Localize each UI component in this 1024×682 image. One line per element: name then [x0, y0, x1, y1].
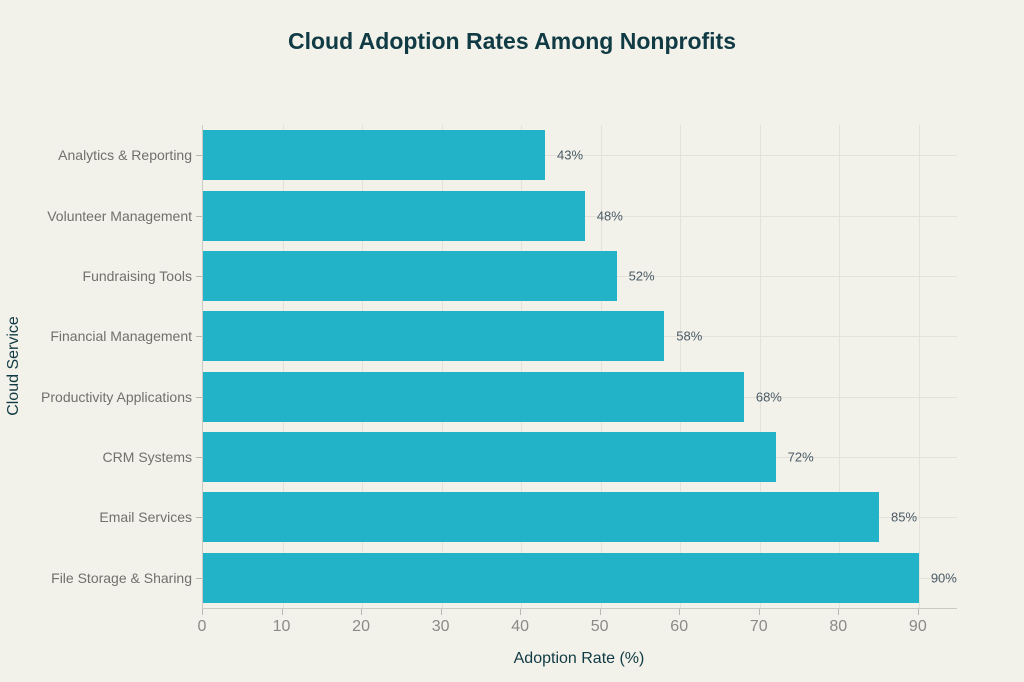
x-tick-mark [758, 609, 760, 615]
gridline-vertical [600, 125, 602, 608]
gridline-vertical [282, 125, 284, 608]
y-tick-mark [196, 396, 202, 398]
bar [203, 250, 617, 301]
x-tick-mark [599, 609, 601, 615]
category-label: Analytics & Reporting [58, 147, 192, 164]
x-tick-label: 80 [829, 618, 848, 635]
chart-title: Cloud Adoption Rates Among Nonprofits [287, 28, 737, 54]
category-label: CRM Systems [102, 449, 192, 466]
gridline-vertical [839, 125, 841, 608]
x-tick-mark [202, 609, 203, 615]
bar [203, 190, 585, 241]
bar-value-label: 90% [930, 570, 957, 586]
x-tick-label: 0 [197, 618, 207, 635]
x-tick-mark [520, 609, 522, 615]
category-label: Fundraising Tools [82, 267, 192, 284]
x-tick-mark [917, 609, 919, 615]
category-label: File Storage & Sharing [51, 569, 192, 586]
bar [203, 311, 665, 362]
x-axis-title: Adoption Rate (%) [513, 650, 645, 667]
gridline-horizontal [203, 155, 957, 157]
y-tick-mark [196, 517, 202, 519]
bar-value-label: 68% [755, 389, 782, 405]
gridline-vertical [362, 125, 364, 608]
category-label: Productivity Applications [41, 388, 192, 405]
y-tick-mark [196, 457, 202, 459]
bar-value-label: 58% [676, 328, 703, 344]
x-tick-label: 10 [272, 618, 291, 635]
x-tick-label: 20 [352, 618, 370, 635]
x-tick-label: 30 [431, 618, 450, 635]
x-tick-mark [838, 609, 840, 615]
y-tick-mark [196, 155, 202, 157]
y-tick-mark [196, 336, 202, 338]
x-tick-label: 90 [908, 618, 927, 635]
bar-value-label: 48% [596, 208, 623, 224]
bar-value-label: 85% [891, 509, 918, 525]
bar-value-label: 52% [628, 268, 655, 284]
category-label: Financial Management [50, 328, 192, 345]
gridline-vertical [680, 125, 682, 608]
bar [203, 130, 545, 181]
x-tick-mark [281, 609, 283, 615]
bar-value-label: 43% [557, 147, 584, 163]
bar [203, 552, 919, 603]
category-label: Email Services [99, 509, 192, 526]
x-tick-label: 50 [590, 618, 609, 635]
x-tick-mark [679, 609, 681, 615]
y-tick-mark [196, 577, 202, 579]
y-tick-mark [196, 215, 202, 217]
category-label: Volunteer Management [47, 207, 192, 224]
gridline-vertical [521, 125, 523, 608]
x-tick-mark [440, 609, 442, 615]
bar [203, 371, 744, 422]
bar-value-label: 72% [787, 449, 814, 465]
x-tick-label: 60 [670, 618, 689, 635]
plot-area: 43% 48% 52% 58% 68% 72% 85% 90% [202, 125, 957, 609]
y-tick-mark [196, 275, 202, 277]
x-tick-label: 40 [511, 618, 530, 635]
bar [203, 492, 880, 543]
x-tick-label: 70 [749, 618, 768, 635]
x-tick-mark [361, 609, 363, 615]
bar [203, 432, 776, 483]
gridline-vertical [441, 125, 443, 608]
gridline-vertical [918, 125, 920, 608]
gridline-vertical [759, 125, 761, 608]
